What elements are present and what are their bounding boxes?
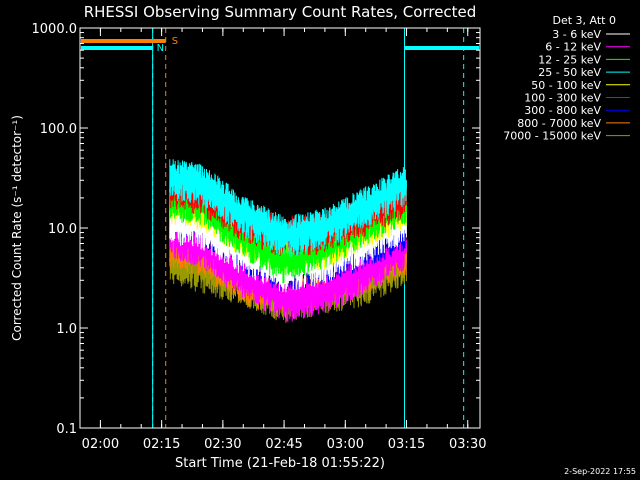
x-tick-label: 02:45 <box>265 437 302 452</box>
x-tick-label: 03:00 <box>327 437 364 452</box>
x-tick-label: 02:15 <box>143 437 180 452</box>
x-tick-label: 02:00 <box>82 437 119 452</box>
y-tick-label: 100.0 <box>40 122 77 137</box>
saa-flag-label: S <box>172 36 178 47</box>
x-axis: 02:00 02:15 02:30 02:45 03:00 03:15 03:30 <box>79 28 486 452</box>
series-line-1 <box>169 218 407 323</box>
x-axis-label: Start Time (21-Feb-18 01:55:22) <box>175 456 385 471</box>
legend-entry-label: 3 - 6 keV <box>552 28 601 41</box>
legend-entry-label: 300 - 800 keV <box>524 104 601 117</box>
x-tick-label: 03:30 <box>449 437 486 452</box>
plot-area: SN <box>81 28 479 428</box>
y-axis-label: Corrected Count Rate (s⁻¹ detector⁻¹) <box>10 115 24 341</box>
legend-entry-label: 25 - 50 keV <box>538 66 601 79</box>
y-axis: 0.1 1.0 10.0 100.0 1000.0 <box>32 22 480 437</box>
legend-entry-label: 50 - 100 keV <box>531 79 601 92</box>
legend-entry-label: 7000 - 15000 keV <box>503 130 601 143</box>
night-flag-label: N <box>157 43 164 54</box>
y-tick-label: 1.0 <box>56 322 77 337</box>
y-tick-label: 1000.0 <box>32 22 78 37</box>
y-tick-label: 0.1 <box>56 422 77 437</box>
y-tick-label: 10.0 <box>48 222 77 237</box>
x-tick-label: 02:30 <box>204 437 241 452</box>
series-line-3 <box>169 159 407 258</box>
legend-entry-label: 12 - 25 keV <box>538 53 601 66</box>
legend-title: Det 3, Att 0 <box>553 14 617 27</box>
legend-entry-label: 800 - 7000 keV <box>517 117 601 130</box>
legend-entry-label: 6 - 12 keV <box>545 41 601 54</box>
legend-entry-label: 100 - 300 keV <box>524 92 601 105</box>
chart-title: RHESSI Observing Summary Count Rates, Co… <box>84 3 477 21</box>
x-tick-label: 03:15 <box>388 437 425 452</box>
timestamp: 2-Sep-2022 17:55 <box>564 467 636 476</box>
